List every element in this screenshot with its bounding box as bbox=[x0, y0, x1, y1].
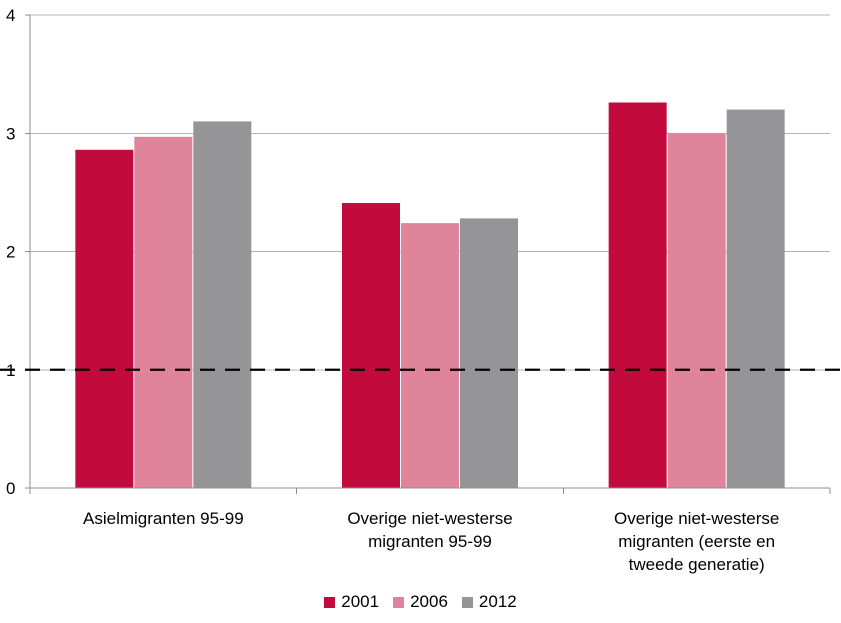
category-label: tweede generatie) bbox=[629, 555, 765, 574]
bar-2006-1 bbox=[134, 136, 193, 489]
y-tick-label: 2 bbox=[6, 243, 15, 262]
legend-label: 2006 bbox=[410, 592, 448, 611]
legend-swatch bbox=[324, 596, 336, 608]
legend-item-2006: 2006 bbox=[393, 592, 448, 612]
category-label: Overige niet-westerse bbox=[347, 509, 512, 528]
bar-2001-2 bbox=[342, 203, 400, 488]
y-tick-label: 0 bbox=[6, 479, 15, 498]
bar-2001-3 bbox=[608, 102, 667, 488]
bar-2006-3 bbox=[667, 133, 726, 488]
legend: 2001 2006 2012 bbox=[0, 592, 841, 612]
bar-2001-1 bbox=[75, 149, 134, 488]
y-tick-label: 3 bbox=[6, 124, 15, 143]
legend-swatch bbox=[461, 596, 473, 608]
bar-2006-2 bbox=[401, 223, 459, 488]
category-labels: Asielmigranten 95-99 Overige niet-westers… bbox=[83, 509, 779, 574]
bar-2012-3 bbox=[726, 109, 785, 488]
axes bbox=[25, 14, 831, 494]
bar-2012-2 bbox=[460, 218, 518, 488]
bars bbox=[75, 102, 785, 489]
y-tick-label: 4 bbox=[6, 6, 15, 25]
legend-item-2001: 2001 bbox=[324, 592, 379, 612]
legend-label: 2012 bbox=[478, 592, 517, 611]
y-axis-ticks: 01234 bbox=[6, 6, 15, 498]
category-label: Asielmigranten 95-99 bbox=[83, 509, 244, 528]
legend-label: 2001 bbox=[341, 592, 380, 611]
bar-2012-1 bbox=[193, 121, 252, 489]
category-label: migranten 95-99 bbox=[368, 532, 492, 551]
legend-item-2012: 2012 bbox=[461, 592, 517, 612]
category-label: Overige niet-westerse bbox=[614, 509, 779, 528]
legend-swatch bbox=[393, 596, 405, 608]
category-label: migranten (eerste en bbox=[618, 532, 775, 551]
